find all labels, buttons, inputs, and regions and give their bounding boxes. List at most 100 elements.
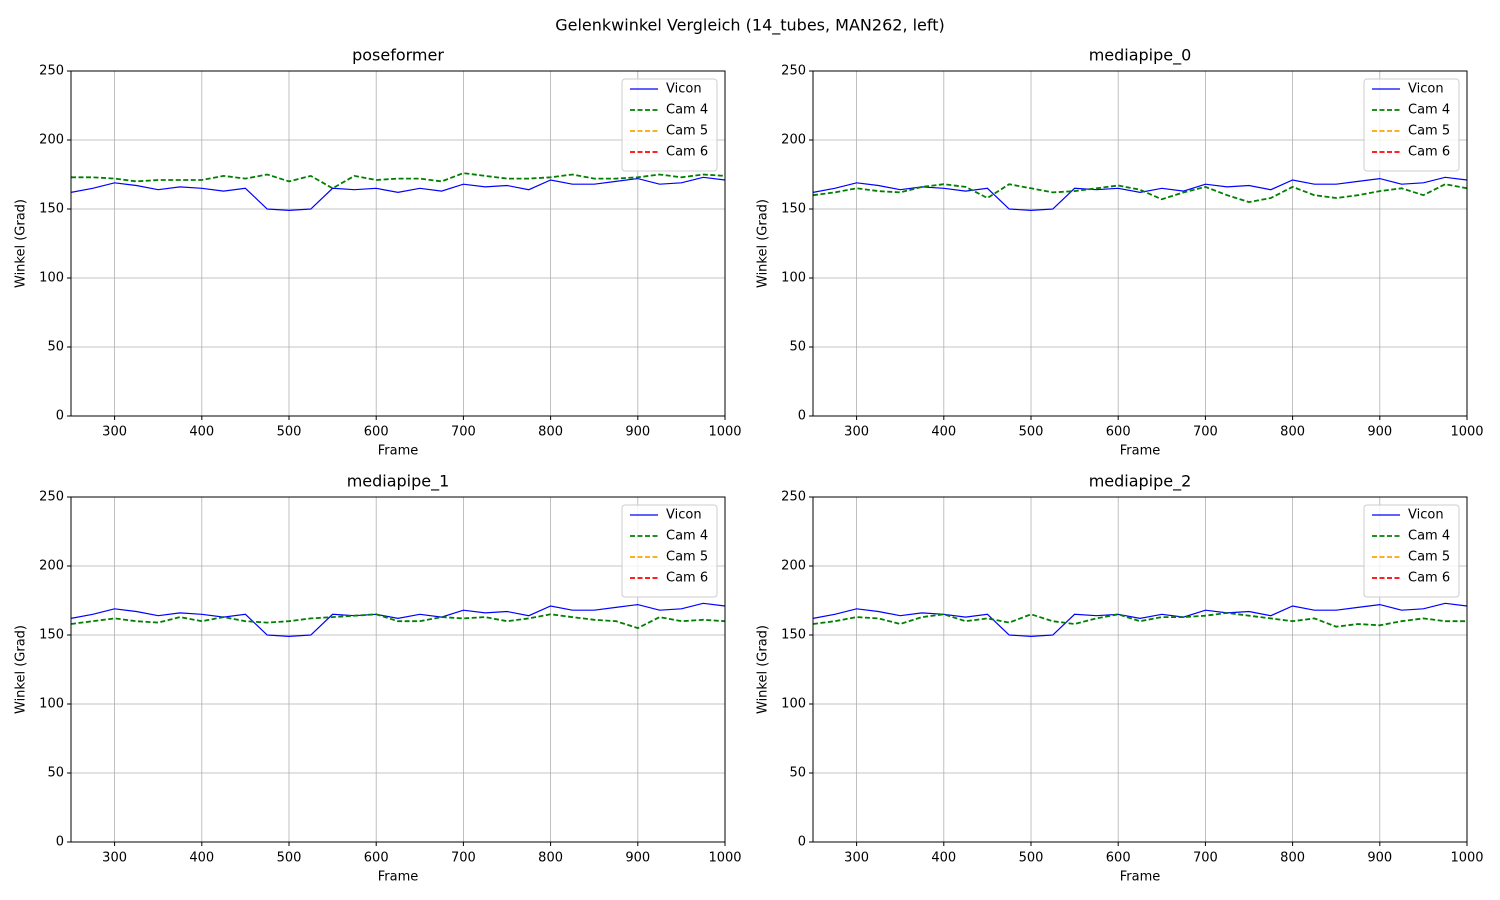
x-tick-label: 700 [1193,425,1218,440]
y-tick-label: 200 [781,559,806,574]
y-tick-label: 100 [781,697,806,712]
x-tick-label: 900 [625,425,650,440]
y-tick-label: 200 [781,133,806,148]
legend-label: Cam 5 [1408,550,1450,565]
x-tick-label: 300 [102,425,127,440]
legend-label: Cam 5 [1408,124,1450,139]
subplot: poseformer 0 50 100 150 200 250 300 400 500 600 700… [14,46,742,459]
y-tick-label: 0 [798,409,806,424]
subplot-title: mediapipe_0 [1089,46,1192,66]
x-tick-label: 400 [189,851,214,866]
y-tick-label: 100 [39,697,64,712]
legend-label: Cam 5 [666,550,708,565]
legend-label: Vicon [1408,82,1444,97]
x-tick-label: 800 [538,851,563,866]
x-tick-label: 800 [1280,425,1305,440]
x-tick-label: 400 [931,425,956,440]
series-line [812,183,1468,204]
x-tick-label: 600 [364,425,389,440]
legend-label: Cam 4 [666,103,708,118]
y-tick-label: 50 [789,340,806,355]
x-tick-label: 300 [844,851,869,866]
legend-label: Vicon [666,82,702,97]
x-tick-label: 700 [1193,851,1218,866]
x-tick-label: 900 [1367,425,1392,440]
y-tick-label: 250 [39,490,64,505]
axes-frame [70,496,726,843]
x-tick-label: 500 [277,425,302,440]
y-tick-label: 50 [47,340,64,355]
series-line [70,176,726,212]
y-tick-label: 150 [781,628,806,643]
x-tick-label: 600 [364,851,389,866]
x-tick-label: 1000 [1450,851,1483,866]
x-tick-label: 300 [102,851,127,866]
subplot: mediapipe_2 0 50 100 150 200 250 300 400 500 600 70… [756,472,1484,885]
series-line [70,613,726,630]
subplot: mediapipe_1 0 50 100 150 200 250 300 400 500 600 70… [14,472,742,885]
x-tick-label: 900 [625,851,650,866]
x-tick-label: 400 [189,425,214,440]
y-tick-label: 0 [798,835,806,850]
y-tick-label: 200 [39,133,64,148]
x-axis-label: Frame [1120,444,1161,459]
legend-label: Cam 4 [1408,103,1450,118]
x-tick-label: 600 [1106,851,1131,866]
y-tick-label: 100 [39,271,64,286]
y-axis-label: Winkel (Grad) [14,199,29,288]
y-tick-label: 250 [781,64,806,79]
x-axis-label: Frame [378,870,419,885]
legend-label: Cam 6 [666,145,708,160]
x-tick-label: 1000 [1450,425,1483,440]
series-line [71,172,726,190]
x-tick-label: 600 [1106,425,1131,440]
y-axis-label: Winkel (Grad) [756,625,771,714]
legend-label: Vicon [1408,508,1444,523]
subplot-title: poseformer [352,46,444,65]
y-tick-label: 150 [39,202,64,217]
x-axis-label: Frame [378,444,419,459]
y-tick-label: 50 [47,766,64,781]
legend-label: Cam 4 [1408,529,1450,544]
series-line [812,611,1467,628]
legend-box [621,78,718,172]
y-axis-label: Winkel (Grad) [756,199,771,288]
x-axis-label: Frame [1120,870,1161,885]
series-line [812,602,1468,638]
x-tick-label: 500 [1019,851,1044,866]
x-tick-label: 800 [1280,851,1305,866]
x-tick-label: 700 [451,851,476,866]
legend-box [1363,78,1460,172]
y-tick-label: 250 [39,64,64,79]
legend-label: Cam 5 [666,124,708,139]
y-tick-label: 100 [781,271,806,286]
axes-frame [812,496,1468,843]
y-tick-label: 150 [39,628,64,643]
legend-label: Cam 6 [1408,571,1450,586]
subplot-title: mediapipe_2 [1089,472,1192,492]
legend-box [621,504,718,598]
legend-label: Cam 6 [666,571,708,586]
axes-frame [812,70,1468,417]
y-tick-label: 200 [39,559,64,574]
y-axis-label: Winkel (Grad) [14,625,29,714]
figure-title: Gelenkwinkel Vergleich (14_tubes, MAN262… [555,16,945,36]
x-tick-label: 300 [844,425,869,440]
x-tick-label: 700 [451,425,476,440]
legend-label: Vicon [666,508,702,523]
x-tick-label: 900 [1367,851,1392,866]
y-tick-label: 50 [789,766,806,781]
subplot-title: mediapipe_1 [347,472,450,492]
legend-label: Cam 6 [1408,145,1450,160]
legend-box [1363,504,1460,598]
x-tick-label: 500 [277,851,302,866]
y-tick-label: 0 [56,835,64,850]
x-tick-label: 800 [538,425,563,440]
legend-label: Cam 4 [666,529,708,544]
axes-frame [70,70,726,417]
series-line [70,602,726,638]
x-tick-label: 500 [1019,425,1044,440]
subplot: mediapipe_0 0 50 100 150 200 250 300 400 500 600 70… [756,46,1484,459]
